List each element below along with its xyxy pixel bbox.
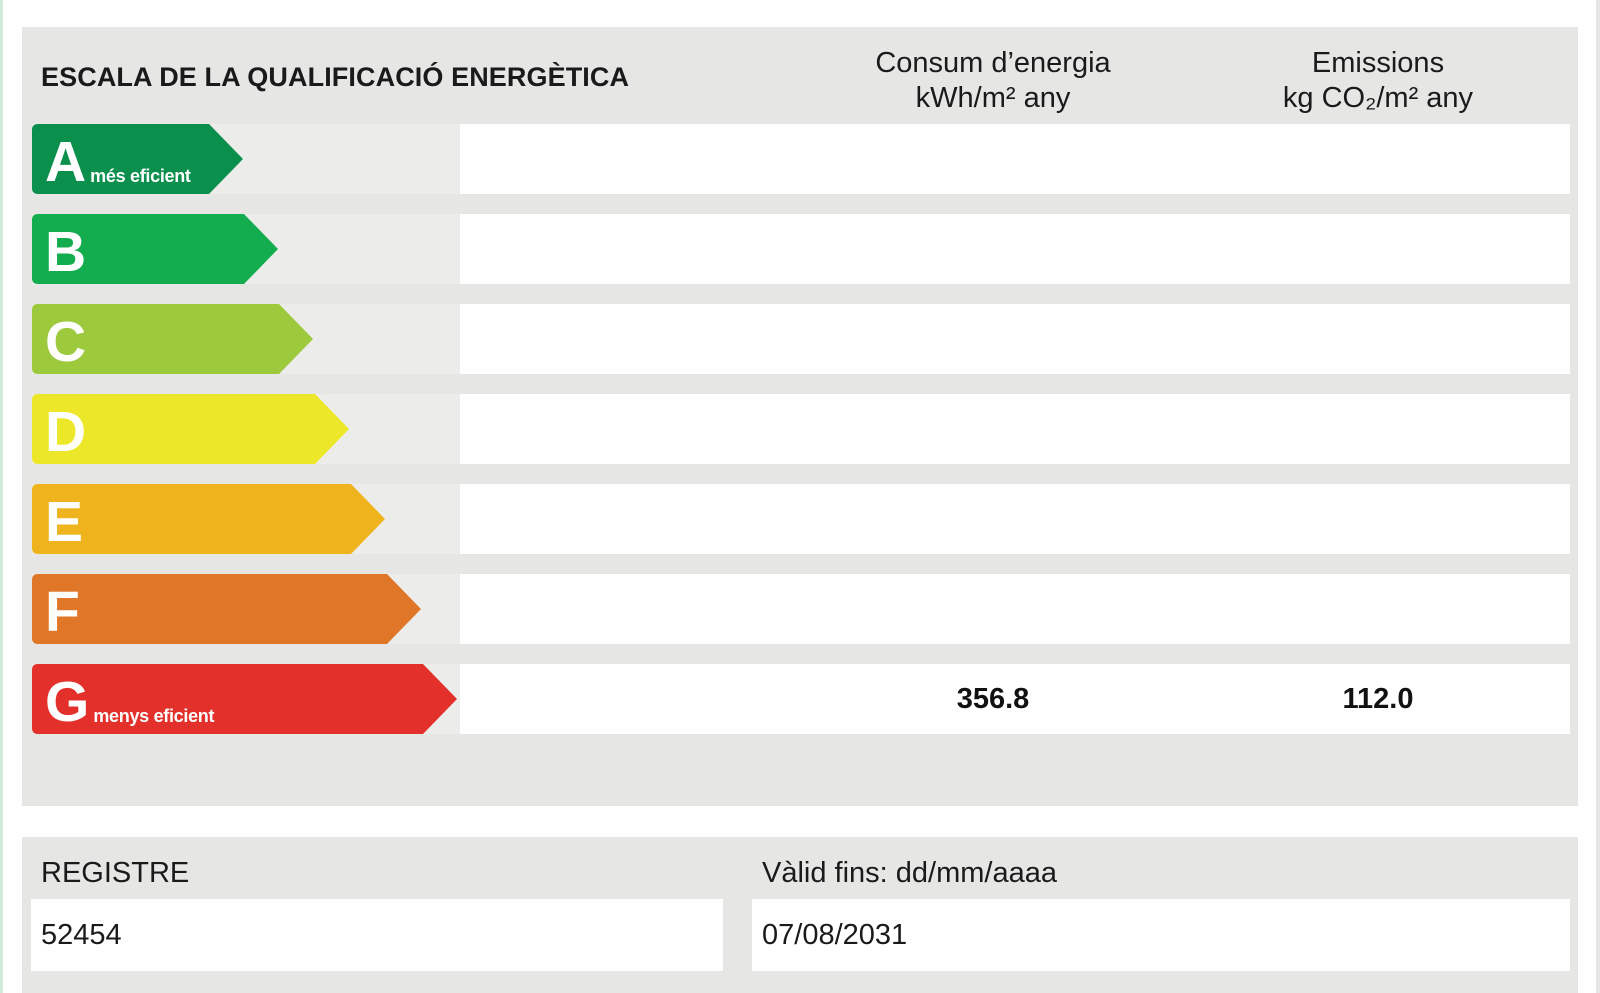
- valid-until-label: Vàlid fins: dd/mm/aaaa: [762, 857, 1057, 889]
- class-a-arrow-shape: [32, 124, 243, 194]
- class-f-arrow-shape: [32, 574, 421, 644]
- energy-consumption-value: 356.8: [956, 683, 1030, 715]
- class-g-arrow: G menys eficient: [32, 664, 457, 734]
- valid-until-field: 07/08/2031: [752, 899, 1570, 971]
- class-b-arrow-shape: [32, 214, 278, 284]
- class-c-arrow-shape: [32, 304, 313, 374]
- class-g-label: menys eficient: [93, 706, 215, 726]
- registre-field: 52454: [31, 899, 723, 971]
- energy-consumption-header: Consum d’energia kWh/m² any: [793, 46, 1193, 116]
- class-a-letter: A: [45, 129, 87, 194]
- class-row-c: [460, 304, 1570, 374]
- class-a-arrow: A més eficient: [32, 124, 243, 194]
- class-c-letter: C: [45, 309, 87, 374]
- class-row-a: [460, 124, 1570, 194]
- emissions-header: Emissions kg CO₂/m² any: [1178, 46, 1578, 116]
- class-b-letter: B: [45, 219, 87, 284]
- class-e-arrow-shape: [32, 484, 385, 554]
- scale-title: ESCALA DE LA QUALIFICACIÓ ENERGÈTICA: [41, 62, 630, 92]
- class-f-arrow: F: [32, 574, 421, 644]
- class-row-d: [460, 394, 1570, 464]
- valid-until-value: 07/08/2031: [762, 919, 908, 951]
- class-row-e: [460, 484, 1570, 554]
- class-d-letter: D: [45, 399, 87, 464]
- class-d-arrow: D: [32, 394, 349, 464]
- class-c-arrow: C: [32, 304, 313, 374]
- class-row-g: [460, 664, 1570, 734]
- class-f-letter: F: [45, 579, 80, 644]
- emissions-header-line1: Emissions: [1311, 47, 1445, 79]
- class-g-letter: G: [45, 669, 90, 734]
- class-b-arrow: B: [32, 214, 278, 284]
- right-edge-line: [1596, 0, 1600, 993]
- class-e-arrow: E: [32, 484, 385, 554]
- energy-consumption-header-unit: kWh/m² any: [915, 82, 1071, 114]
- energy-consumption-header-line1: Consum d’energia: [875, 47, 1111, 79]
- class-g-arrow-shape: [32, 664, 457, 734]
- registre-value: 52454: [41, 919, 122, 951]
- class-d-arrow-shape: [32, 394, 349, 464]
- left-edge-line: [0, 0, 3, 993]
- class-a-label: més eficient: [90, 166, 191, 186]
- emissions-header-unit: kg CO₂/m² any: [1282, 82, 1474, 114]
- class-e-letter: E: [45, 489, 84, 554]
- class-row-f: [460, 574, 1570, 644]
- class-row-b: [460, 214, 1570, 284]
- registre-label: REGISTRE: [41, 857, 190, 889]
- emissions-value: 112.0: [1342, 683, 1414, 715]
